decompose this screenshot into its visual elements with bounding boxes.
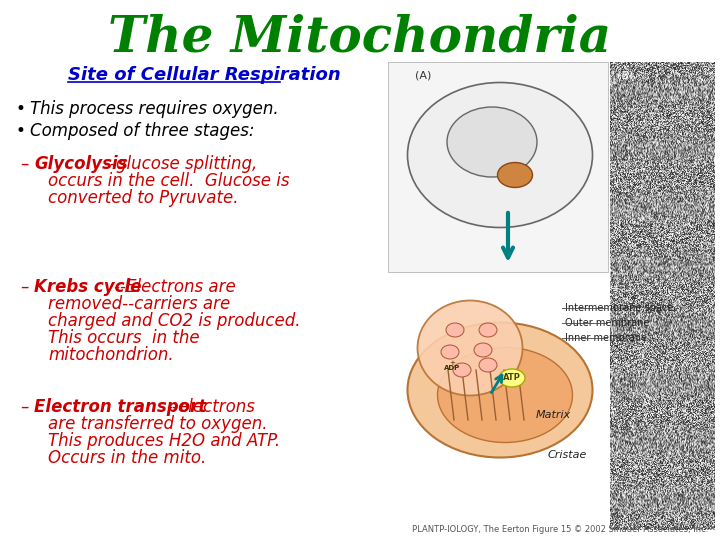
Text: •: •: [16, 122, 26, 140]
Text: Composed of three stages:: Composed of three stages:: [30, 122, 254, 140]
Ellipse shape: [408, 83, 593, 227]
Text: --electrons: --electrons: [166, 398, 255, 416]
Text: converted to Pyruvate.: converted to Pyruvate.: [48, 189, 238, 207]
Ellipse shape: [479, 358, 497, 372]
Ellipse shape: [447, 107, 537, 177]
Ellipse shape: [479, 323, 497, 337]
Text: mitochondrion.: mitochondrion.: [48, 346, 174, 364]
Text: occurs in the cell.  Glucose is: occurs in the cell. Glucose is: [48, 172, 289, 190]
Text: Intermembrane space: Intermembrane space: [565, 303, 673, 313]
Text: charged and CO2 is produced.: charged and CO2 is produced.: [48, 312, 300, 330]
Text: ADP: ADP: [444, 365, 460, 371]
Text: •: •: [16, 100, 26, 118]
Ellipse shape: [446, 323, 464, 337]
FancyArrowPatch shape: [492, 375, 502, 393]
Text: This process requires oxygen.: This process requires oxygen.: [30, 100, 279, 118]
Text: Electron transport: Electron transport: [34, 398, 206, 416]
Text: --glucose splitting,: --glucose splitting,: [104, 155, 257, 173]
Ellipse shape: [438, 348, 572, 442]
Text: –: –: [20, 155, 28, 173]
Text: Glycolysis: Glycolysis: [34, 155, 127, 173]
Text: Krebs cycle: Krebs cycle: [34, 278, 142, 296]
Text: are transferred to oxygen.: are transferred to oxygen.: [48, 415, 268, 433]
Ellipse shape: [418, 300, 523, 395]
Text: This produces H2O and ATP.: This produces H2O and ATP.: [48, 432, 280, 450]
Text: PLANTP-IOLOGY, The Eerton Figure 15 © 2002 Sinauer Associates, Inc.: PLANTP-IOLOGY, The Eerton Figure 15 © 20…: [412, 525, 708, 534]
Text: This occurs  in the: This occurs in the: [48, 329, 199, 347]
Ellipse shape: [441, 345, 459, 359]
Text: Site of Cellular Respiration: Site of Cellular Respiration: [68, 66, 341, 84]
Text: –: –: [20, 398, 28, 416]
Text: Inner membrane: Inner membrane: [565, 333, 647, 343]
Ellipse shape: [453, 363, 471, 377]
Text: The Mitochondria: The Mitochondria: [109, 14, 611, 63]
Text: (A): (A): [415, 70, 431, 80]
Text: –: –: [20, 278, 28, 296]
Ellipse shape: [408, 322, 593, 457]
Text: (B): (B): [617, 70, 634, 80]
Ellipse shape: [474, 343, 492, 357]
Ellipse shape: [498, 163, 533, 187]
Text: Outer membrane: Outer membrane: [565, 318, 649, 328]
Text: Cristae: Cristae: [548, 450, 588, 460]
Text: ATP: ATP: [503, 374, 521, 382]
FancyBboxPatch shape: [388, 62, 608, 272]
Text: removed--carriers are: removed--carriers are: [48, 295, 230, 313]
Ellipse shape: [499, 369, 525, 387]
Text: +: +: [449, 360, 455, 366]
FancyArrowPatch shape: [503, 213, 513, 258]
Text: --Electrons are: --Electrons are: [114, 278, 235, 296]
Text: Matrix: Matrix: [536, 410, 571, 420]
Text: Occurs in the mito.: Occurs in the mito.: [48, 449, 206, 467]
